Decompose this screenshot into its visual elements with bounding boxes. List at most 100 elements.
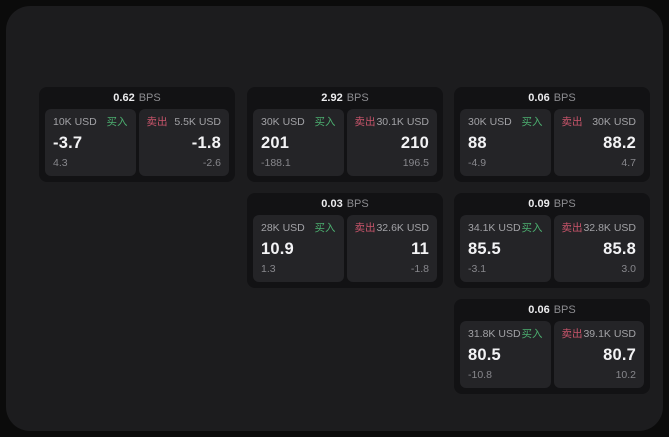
spread-header: 0.06 BPS — [454, 87, 650, 109]
spread-header: 0.09 BPS — [454, 193, 650, 215]
sell-delta: -2.6 — [202, 157, 221, 169]
buy-quote-tile[interactable]: 34.1K USD 买入 85.5 -3.1 — [460, 215, 551, 282]
spread-header: 2.92 BPS — [247, 87, 443, 109]
sell-quote-tile[interactable]: 卖出 30.1K USD 210 196.5 — [346, 109, 437, 176]
sell-tile-header: 卖出 30K USD — [562, 116, 637, 128]
sell-delta: -1.8 — [410, 263, 429, 275]
sell-amount-label: 30.1K USD — [376, 116, 429, 128]
spread-value: 0.06 — [528, 304, 550, 316]
quote-card: 2.92 BPS 30K USD 买入 201 -188.1 卖出 30.1K … — [247, 87, 443, 182]
buy-action-label: 买入 — [314, 116, 336, 128]
buy-price: 10.9 — [261, 239, 294, 258]
sell-quote-tile[interactable]: 卖出 30K USD 88.2 4.7 — [553, 109, 644, 176]
spread-value: 0.06 — [528, 92, 550, 104]
sell-quote-tile[interactable]: 卖出 39.1K USD 80.7 10.2 — [553, 321, 644, 388]
quote-card-body: 31.8K USD 买入 80.5 -10.8 卖出 39.1K USD 80.… — [454, 321, 650, 394]
sell-quote-tile[interactable]: 卖出 32.6K USD 11 -1.8 — [346, 215, 437, 282]
buy-tile-header: 30K USD 买入 — [468, 116, 543, 128]
buy-action-label: 买入 — [521, 328, 543, 340]
buy-quote-tile[interactable]: 30K USD 买入 201 -188.1 — [253, 109, 344, 176]
buy-price: 85.5 — [468, 239, 501, 258]
spread-unit-label: BPS — [553, 198, 576, 210]
buy-price: 80.5 — [468, 345, 501, 364]
spread-header: 0.06 BPS — [454, 299, 650, 321]
sell-quote-tile[interactable]: 卖出 5.5K USD -1.8 -2.6 — [138, 109, 229, 176]
sell-action-label: 卖出 — [561, 328, 583, 340]
quote-card-body: 34.1K USD 买入 85.5 -3.1 卖出 32.8K USD 85.8… — [454, 215, 650, 288]
sell-price: 88.2 — [603, 133, 636, 152]
buy-amount-label: 10K USD — [53, 116, 97, 128]
buy-quote-tile[interactable]: 31.8K USD 买入 80.5 -10.8 — [460, 321, 551, 388]
sell-action-label: 卖出 — [561, 116, 583, 128]
sell-tile-header: 卖出 5.5K USD — [147, 116, 222, 128]
spread-value: 2.92 — [321, 92, 343, 104]
quote-card: 0.06 BPS 31.8K USD 买入 80.5 -10.8 卖出 39.1… — [454, 299, 650, 394]
quote-card: 0.06 BPS 30K USD 买入 88 -4.9 卖出 30K USD — [454, 87, 650, 182]
sell-action-label: 卖出 — [146, 116, 168, 128]
sell-action-label: 卖出 — [354, 116, 376, 128]
buy-tile-header: 31.8K USD 买入 — [468, 328, 543, 340]
buy-delta: -188.1 — [261, 157, 291, 169]
sell-action-label: 卖出 — [561, 222, 583, 234]
buy-action-label: 买入 — [521, 116, 543, 128]
sell-price: 210 — [400, 133, 429, 152]
buy-action-label: 买入 — [106, 116, 128, 128]
buy-tile-header: 28K USD 买入 — [261, 222, 336, 234]
sell-tile-header: 卖出 39.1K USD — [562, 328, 637, 340]
buy-tile-header: 10K USD 买入 — [53, 116, 128, 128]
buy-amount-label: 30K USD — [261, 116, 305, 128]
sell-delta: 4.7 — [621, 157, 636, 169]
quote-card: 0.62 BPS 10K USD 买入 -3.7 4.3 卖出 5.5K USD — [39, 87, 235, 182]
sell-tile-header: 卖出 32.8K USD — [562, 222, 637, 234]
buy-price: 201 — [261, 133, 290, 152]
spread-header: 0.62 BPS — [39, 87, 235, 109]
sell-quote-tile[interactable]: 卖出 32.8K USD 85.8 3.0 — [553, 215, 644, 282]
buy-quote-tile[interactable]: 28K USD 买入 10.9 1.3 — [253, 215, 344, 282]
spread-unit-label: BPS — [553, 92, 576, 104]
quote-card-body: 28K USD 买入 10.9 1.3 卖出 32.6K USD 11 -1.8 — [247, 215, 443, 288]
buy-amount-label: 34.1K USD — [468, 222, 521, 234]
sell-amount-label: 39.1K USD — [583, 328, 636, 340]
spread-value: 0.62 — [113, 92, 135, 104]
buy-delta: 4.3 — [53, 157, 68, 169]
buy-delta: -10.8 — [468, 369, 492, 381]
buy-quote-tile[interactable]: 10K USD 买入 -3.7 4.3 — [45, 109, 136, 176]
sell-amount-label: 5.5K USD — [174, 116, 221, 128]
sell-amount-label: 32.6K USD — [376, 222, 429, 234]
spread-unit-label: BPS — [346, 92, 369, 104]
buy-delta: -3.1 — [468, 263, 487, 275]
sell-delta: 196.5 — [402, 157, 429, 169]
buy-price: -3.7 — [53, 133, 83, 152]
buy-tile-header: 34.1K USD 买入 — [468, 222, 543, 234]
sell-tile-header: 卖出 30.1K USD — [355, 116, 430, 128]
sell-amount-label: 32.8K USD — [583, 222, 636, 234]
buy-quote-tile[interactable]: 30K USD 买入 88 -4.9 — [460, 109, 551, 176]
buy-action-label: 买入 — [521, 222, 543, 234]
spread-value: 0.03 — [321, 198, 343, 210]
buy-price: 88 — [468, 133, 487, 152]
buy-tile-header: 30K USD 买入 — [261, 116, 336, 128]
sell-price: 11 — [411, 239, 429, 258]
buy-amount-label: 28K USD — [261, 222, 305, 234]
sell-tile-header: 卖出 32.6K USD — [355, 222, 430, 234]
buy-amount-label: 31.8K USD — [468, 328, 521, 340]
sell-action-label: 卖出 — [354, 222, 376, 234]
quote-card-body: 10K USD 买入 -3.7 4.3 卖出 5.5K USD -1.8 -2.… — [39, 109, 235, 182]
quote-card: 0.09 BPS 34.1K USD 买入 85.5 -3.1 卖出 32.8K… — [454, 193, 650, 288]
quotes-panel: 0.62 BPS 10K USD 买入 -3.7 4.3 卖出 5.5K USD — [6, 6, 663, 431]
buy-amount-label: 30K USD — [468, 116, 512, 128]
buy-delta: -4.9 — [468, 157, 487, 169]
sell-price: 80.7 — [603, 345, 636, 364]
buy-action-label: 买入 — [314, 222, 336, 234]
quote-card-body: 30K USD 买入 88 -4.9 卖出 30K USD 88.2 4.7 — [454, 109, 650, 182]
sell-delta: 3.0 — [621, 263, 636, 275]
buy-delta: 1.3 — [261, 263, 276, 275]
sell-amount-label: 30K USD — [592, 116, 636, 128]
spread-unit-label: BPS — [553, 304, 576, 316]
spread-unit-label: BPS — [138, 92, 161, 104]
sell-price: 85.8 — [603, 239, 636, 258]
sell-delta: 10.2 — [615, 369, 636, 381]
sell-price: -1.8 — [191, 133, 221, 152]
spread-header: 0.03 BPS — [247, 193, 443, 215]
